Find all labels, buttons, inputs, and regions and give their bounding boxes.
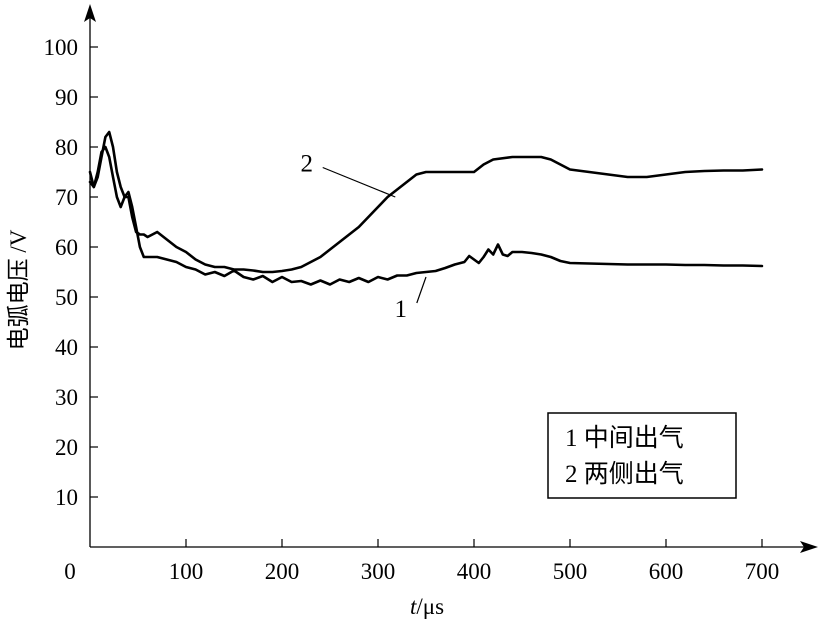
y-tick-label: 100 [44,35,79,60]
x-tick-label: 400 [457,559,492,584]
x-axis-label: t/μs [410,594,444,619]
y-tick-label: 40 [55,335,78,360]
x-axis-label-unit: /μs [416,594,444,619]
series-leader-1 [416,276,427,304]
legend: 1 中间出气 2 两侧出气 [547,412,737,499]
x-tick-label: 100 [169,559,204,584]
x-tick-label: 500 [553,559,588,584]
series-lines [88,130,764,286]
y-tick-label: 20 [55,435,78,460]
x-tick-label: 300 [361,559,396,584]
y-tick-label: 30 [55,385,78,410]
series-label-1: 1 [395,296,408,323]
series-annotations: 12 [300,151,427,323]
x-tick-label: 600 [649,559,684,584]
series-label-2: 2 [300,151,313,178]
y-tick-label: 80 [55,135,78,160]
x-axis-arrow [800,541,818,553]
y-axis-arrow [84,4,96,22]
y-tick-label: 70 [55,185,78,210]
y-tick-label: 90 [55,85,78,110]
series-line-1 [88,145,764,286]
legend-entry-2: 2 两侧出气 [565,460,684,488]
x-tick-label: 0 [64,559,76,584]
y-axis-label: 电弧电压 /V [6,229,31,350]
legend-entry-1: 1 中间出气 [565,424,684,452]
y-tick-label: 50 [55,285,78,310]
x-tick-label: 200 [265,559,300,584]
series-leader-2 [322,166,396,198]
legend-box [547,412,737,499]
x-tick-label: 700 [745,559,780,584]
series-line-2 [88,130,764,274]
y-tick-label: 60 [55,235,78,260]
ticks: 0 100 200 300 400 500 600 700 10 20 30 40 50 60 70 80 90… [44,35,780,584]
x-axis-label-variable: t [410,594,417,619]
axes [84,4,818,553]
y-tick-label: 10 [55,485,78,510]
